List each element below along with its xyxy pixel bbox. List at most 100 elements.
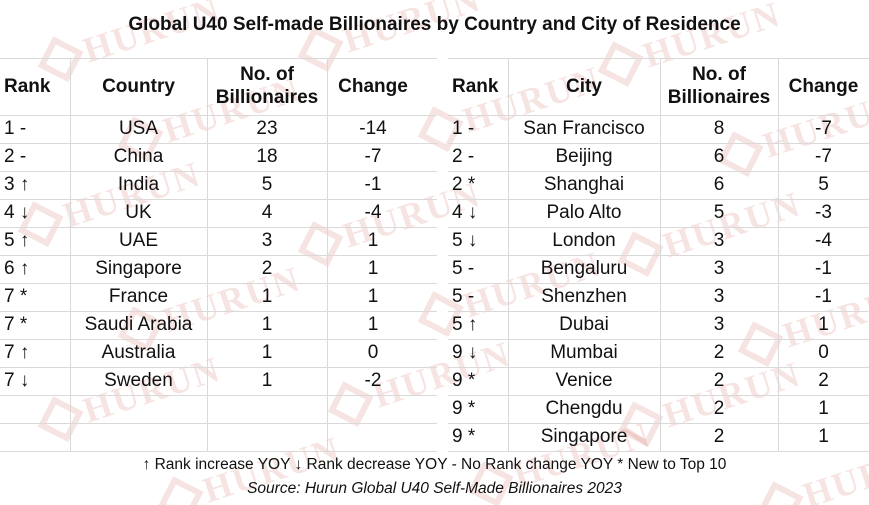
table-row: 4 ↓ UK 4 -4 (0, 199, 437, 228)
table-row: 6 ↑ Singapore 2 1 (0, 255, 437, 284)
cell-change: -1 (815, 286, 832, 307)
cell-rank: 5 - (452, 286, 475, 307)
table-row: 7 * Saudi Arabia 1 1 (0, 311, 437, 340)
cell-change: -7 (815, 146, 832, 167)
cell-name: Dubai (559, 314, 609, 335)
cell-rank: 7 ↑ (4, 342, 30, 363)
cell-rank: 9 * (452, 426, 476, 447)
cell-rank: 3 ↑ (4, 174, 30, 195)
cell-count: 1 (261, 286, 273, 307)
table-row: 5 ↑ Dubai 3 1 (448, 311, 869, 340)
cell-change: 1 (367, 230, 379, 251)
table-row: 7 ↓ Sweden 1 -2 (0, 367, 437, 396)
cell-rank: 7 * (4, 314, 28, 335)
cell-count: 5 (713, 202, 725, 223)
cell-change: -3 (815, 202, 832, 223)
city-table: Rank City No. of Billionaires Change 1 - San … (448, 58, 869, 452)
legend: ↑ Rank increase YOY ↓ Rank decrease YOY … (142, 456, 727, 473)
cell-rank: 2 * (452, 174, 476, 195)
cell-rank: 4 ↓ (452, 202, 478, 223)
cell-name: Australia (101, 342, 176, 363)
cell-name: Sweden (104, 370, 173, 391)
table-row: 2 * Shanghai 6 5 (448, 171, 869, 200)
cell-rank: 5 ↑ (4, 230, 30, 251)
table-row: 5 ↑ UAE 3 1 (0, 227, 437, 256)
cell-name: India (117, 174, 160, 195)
table-row: 1 - USA 23 -14 (0, 115, 437, 144)
cell-count: 1 (261, 314, 273, 335)
cell-change: 2 (818, 370, 829, 391)
cell-name: Venice (555, 370, 613, 391)
cell-rank: 5 ↓ (452, 230, 478, 251)
cell-count: 2 (713, 398, 725, 419)
cell-name: San Francisco (523, 118, 645, 139)
cell-change: -4 (815, 230, 832, 251)
cell-count: 2 (713, 370, 725, 391)
cell-rank: 5 ↑ (452, 314, 478, 335)
cell-change: -1 (815, 258, 832, 279)
cell-count: 2 (261, 258, 273, 279)
header-name: Country (102, 75, 175, 97)
cell-change: 1 (367, 286, 379, 307)
cell-change: 0 (367, 342, 379, 363)
cell-change: -14 (359, 118, 387, 139)
header-change: Change (338, 75, 408, 97)
page-title: Global U40 Self-made Billionaires by Cou… (128, 14, 741, 35)
table-row (0, 395, 437, 424)
cell-count: 1 (261, 342, 273, 363)
header-change: Change (788, 75, 859, 97)
cell-rank: 1 - (4, 118, 27, 139)
cell-count: 4 (261, 202, 273, 223)
header-name: City (566, 75, 602, 97)
cell-name: Chengdu (545, 398, 623, 419)
cell-rank: 6 ↑ (4, 258, 30, 279)
cell-change: 0 (818, 342, 829, 363)
cell-count: 3 (713, 258, 725, 279)
cell-change: 1 (818, 314, 829, 335)
cell-count: 3 (261, 230, 273, 251)
cell-count: 2 (713, 342, 725, 363)
cell-name: Singapore (95, 258, 182, 279)
cell-change: 1 (818, 426, 829, 447)
table-row: 5 - Shenzhen 3 -1 (448, 283, 869, 312)
table-row (0, 423, 437, 452)
cell-change: -1 (364, 174, 382, 195)
table-row: 9 ↓ Mumbai 2 0 (448, 339, 869, 368)
cell-change: -7 (815, 118, 832, 139)
cell-rank: 2 - (4, 146, 27, 167)
cell-rank: 9 ↓ (452, 342, 478, 363)
cell-rank: 9 * (452, 370, 476, 391)
cell-count: 6 (713, 146, 725, 167)
header-count: No. of Billionaires (215, 64, 319, 108)
cell-name: USA (118, 118, 159, 139)
header-count: No. of Billionaires (667, 64, 771, 108)
cell-name: UK (125, 202, 152, 223)
cell-change: -4 (364, 202, 382, 223)
cell-count: 23 (256, 118, 278, 139)
table-row: 5 - Bengaluru 3 -1 (448, 255, 869, 284)
cell-rank: 9 * (452, 398, 476, 419)
cell-change: 1 (367, 314, 379, 335)
cell-name: Saudi Arabia (84, 314, 193, 335)
cell-change: -7 (364, 146, 382, 167)
cell-name: London (552, 230, 616, 251)
cell-count: 6 (713, 174, 725, 195)
source-note: Source: Hurun Global U40 Self-Made Billi… (247, 480, 622, 497)
cell-count: 1 (261, 370, 273, 391)
cell-count: 18 (256, 146, 278, 167)
cell-name: Mumbai (550, 342, 618, 363)
table-row: 9 * Venice 2 2 (448, 367, 869, 396)
cell-count: 3 (713, 230, 725, 251)
cell-name: China (113, 146, 164, 167)
cell-name: Singapore (540, 426, 628, 447)
cell-rank: 1 - (452, 118, 475, 139)
cell-count: 5 (261, 174, 273, 195)
cell-change: -2 (364, 370, 382, 391)
table-row: 7 ↑ Australia 1 0 (0, 339, 437, 368)
header-rank: Rank (4, 75, 51, 97)
cell-change: 1 (818, 398, 829, 419)
table-header-row: Rank City No. of Billionaires Change (448, 59, 869, 116)
country-table: Rank Country No. of Billionaires Change 1 - U… (0, 58, 437, 452)
cell-name: Shenzhen (541, 286, 627, 307)
table-row: 9 * Chengdu 2 1 (448, 395, 869, 424)
